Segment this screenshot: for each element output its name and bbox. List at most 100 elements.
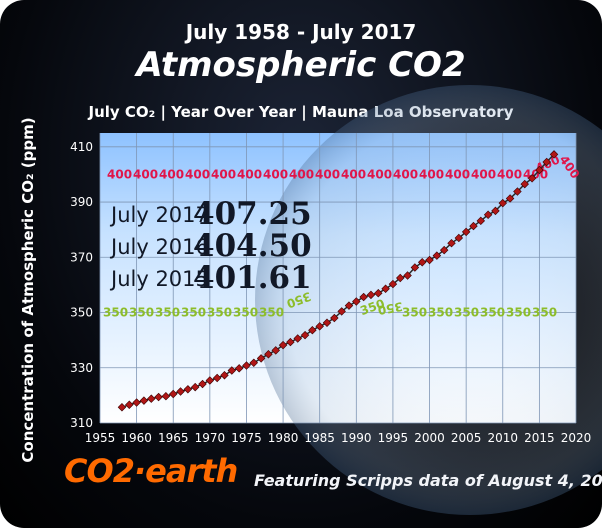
y-tick-label: 330 bbox=[70, 361, 93, 375]
data-point bbox=[300, 330, 310, 340]
data-point bbox=[469, 221, 478, 231]
data-point bbox=[527, 174, 537, 183]
data-credit: Featuring Scripps data of August 4, 2017 bbox=[254, 471, 602, 490]
data-point bbox=[549, 150, 559, 159]
data-point bbox=[271, 346, 280, 355]
data-point bbox=[542, 157, 551, 167]
label-400: 400 bbox=[263, 167, 288, 181]
label-400: 400 bbox=[445, 167, 470, 181]
x-tick-label: 1975 bbox=[231, 431, 262, 445]
data-point bbox=[505, 194, 515, 203]
data-point bbox=[205, 376, 215, 385]
data-point bbox=[352, 297, 361, 306]
label-350: 350 bbox=[428, 306, 453, 320]
label-350: 350 bbox=[181, 306, 206, 320]
x-tick-label: 1960 bbox=[121, 431, 152, 445]
y-tick-label: 310 bbox=[70, 416, 93, 430]
data-point bbox=[315, 322, 324, 331]
annotation-value: 401.61 bbox=[193, 260, 312, 296]
data-point bbox=[535, 165, 544, 175]
data-point bbox=[278, 340, 288, 350]
label-350: 350 bbox=[259, 306, 284, 320]
data-point bbox=[476, 216, 486, 226]
label-350: 350 bbox=[377, 299, 404, 317]
annotation-label: July 2016 bbox=[109, 235, 209, 259]
grid bbox=[99, 133, 577, 424]
data-point bbox=[190, 382, 200, 392]
label-350: 350 bbox=[103, 306, 128, 320]
label-350: 350 bbox=[207, 306, 232, 320]
data-point bbox=[483, 210, 493, 219]
co2-earth-logo[interactable]: CO2·earth bbox=[64, 452, 238, 490]
data-point bbox=[337, 307, 346, 316]
data-point bbox=[293, 334, 302, 343]
data-point bbox=[169, 389, 178, 399]
label-400: 400 bbox=[315, 167, 340, 181]
data-point bbox=[234, 364, 244, 373]
label-400: 400 bbox=[185, 167, 210, 181]
y-tick-label: 410 bbox=[70, 140, 93, 154]
data-point bbox=[330, 313, 339, 323]
x-tick-label: 2000 bbox=[414, 431, 445, 445]
data-point bbox=[388, 279, 398, 289]
x-axis-ticks: 1955 1960 1965 1970 1975 1980 1985 1990 1995 2000… bbox=[85, 431, 592, 445]
label-400: 400 bbox=[107, 167, 132, 181]
data-point bbox=[374, 288, 383, 298]
label-400: 400 bbox=[419, 167, 444, 181]
data-point bbox=[198, 379, 207, 389]
label-350: 350 bbox=[506, 306, 531, 320]
annotation-label: July 2015 bbox=[109, 267, 209, 291]
data-point bbox=[513, 187, 522, 196]
data-point bbox=[439, 245, 449, 255]
data-point bbox=[447, 238, 456, 248]
data-point bbox=[491, 206, 500, 216]
data-point bbox=[132, 398, 141, 407]
x-tick-label: 2020 bbox=[561, 431, 592, 445]
y-tick-label: 390 bbox=[70, 195, 93, 209]
data-point bbox=[154, 392, 163, 402]
data-point bbox=[183, 385, 193, 394]
data-point bbox=[498, 198, 507, 208]
x-tick-label: 1970 bbox=[195, 431, 226, 445]
data-point bbox=[461, 227, 471, 237]
x-tick-label: 2015 bbox=[524, 431, 555, 445]
data-point bbox=[410, 263, 420, 272]
x-tick-label: 1990 bbox=[341, 431, 372, 445]
label-400: 400 bbox=[237, 167, 262, 181]
data-point bbox=[366, 290, 376, 300]
x-tick-label: 1985 bbox=[304, 431, 335, 445]
label-350: 350 bbox=[480, 306, 505, 320]
label-350: 350 bbox=[155, 306, 180, 320]
data-point bbox=[117, 403, 127, 412]
label-400: 400 bbox=[341, 167, 366, 181]
data-points bbox=[117, 150, 559, 412]
data-point bbox=[396, 273, 405, 283]
label-350: 350 bbox=[402, 306, 427, 320]
data-point bbox=[139, 396, 149, 405]
label-400: 400 bbox=[133, 167, 158, 181]
data-point bbox=[227, 366, 237, 375]
x-tick-label: 2005 bbox=[451, 431, 482, 445]
page-title: Atmospheric CO2 bbox=[136, 45, 466, 85]
y-tick-label: 350 bbox=[70, 306, 93, 320]
data-point bbox=[308, 325, 317, 335]
data-point bbox=[147, 394, 156, 403]
label-350: 350 bbox=[233, 306, 258, 320]
data-point bbox=[344, 301, 354, 310]
label-400: 400 bbox=[497, 167, 522, 181]
data-point bbox=[425, 255, 434, 265]
x-tick-label: 1995 bbox=[378, 431, 409, 445]
label-400: 400 bbox=[393, 167, 418, 181]
data-point bbox=[286, 337, 295, 347]
x-tick-label: 1965 bbox=[158, 431, 189, 445]
data-point bbox=[264, 350, 273, 359]
annotation-label: July 2017 bbox=[109, 203, 209, 227]
label-350: 350 bbox=[454, 306, 479, 320]
label-400: 400 bbox=[471, 167, 496, 181]
data-point bbox=[359, 292, 368, 302]
data-point bbox=[256, 354, 266, 363]
label-400: 400 bbox=[289, 167, 314, 181]
